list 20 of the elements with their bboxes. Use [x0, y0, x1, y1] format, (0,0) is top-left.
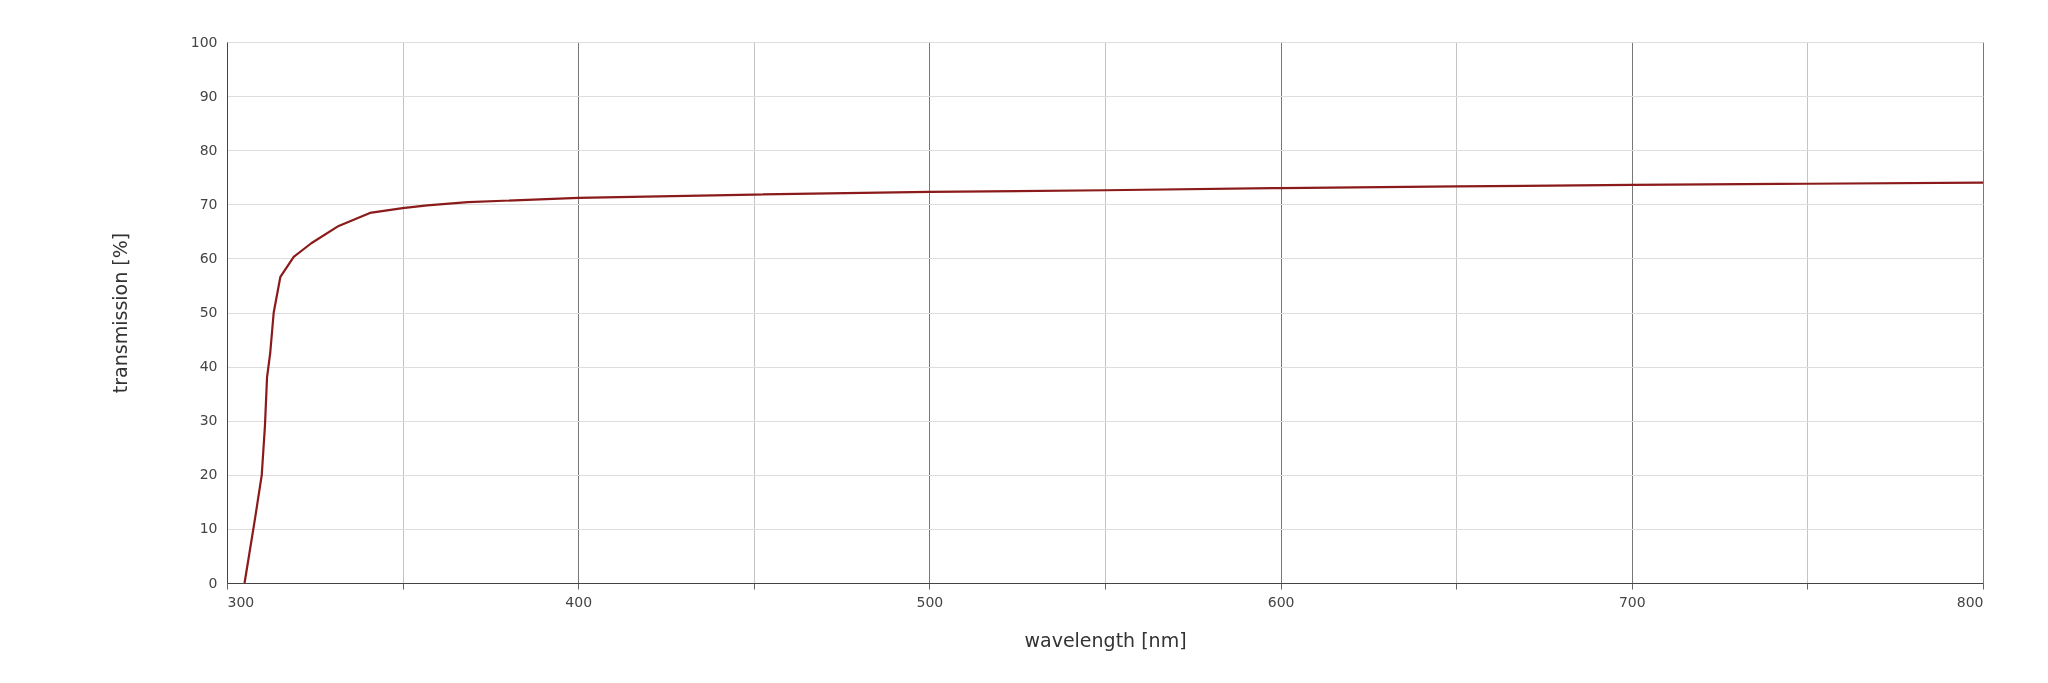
x-tick-label: 400 [565, 593, 593, 610]
x-axis-title: wavelength [nm] [1024, 628, 1187, 651]
line-series [243, 181, 1985, 585]
x-tick-label: 700 [1618, 593, 1646, 610]
y-tick-label: 70 [199, 195, 218, 212]
y-tick-label: 0 [208, 574, 218, 591]
x-tick-label: 500 [916, 593, 944, 610]
x-tick-label: 600 [1267, 593, 1295, 610]
y-tick-label: 60 [199, 249, 218, 266]
y-tick-label: 80 [199, 141, 218, 158]
y-tick-label: 20 [199, 466, 218, 483]
y-axis-title: transmission [%] [108, 232, 131, 394]
y-tick-label: 30 [199, 412, 218, 429]
x-tick-label: 300 [227, 593, 255, 610]
y-tick-label: 100 [190, 33, 218, 50]
y-tick-label: 50 [199, 304, 218, 320]
x-tick-label: 800 [1956, 593, 1984, 610]
y-tick-label: 10 [199, 520, 218, 537]
y-tick-label: 40 [199, 358, 218, 375]
y-tick-label: 90 [199, 87, 218, 104]
